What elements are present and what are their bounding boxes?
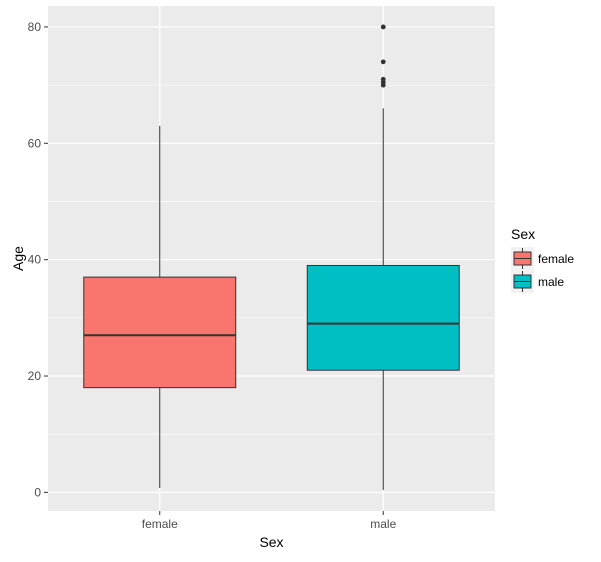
x-tick-label: male [370, 517, 396, 531]
y-tick-label: 80 [28, 20, 42, 34]
plot-panel [48, 6, 495, 511]
x-axis-title: Sex [259, 534, 283, 550]
legend-label: male [538, 275, 564, 289]
x-axis-ticks: female male [142, 511, 397, 531]
y-axis-ticks: 0 20 40 60 80 [28, 20, 48, 499]
outlier-point [380, 76, 386, 82]
y-tick-label: 60 [28, 136, 42, 150]
legend-item-female: female [511, 247, 574, 270]
x-tick-label: female [142, 517, 178, 531]
outlier-point [380, 59, 386, 65]
legend: Sex female male [511, 226, 574, 293]
box-male [306, 24, 460, 490]
y-tick-label: 20 [28, 369, 42, 383]
boxes [83, 24, 460, 490]
legend-item-male: male [511, 270, 564, 293]
y-axis-title: Age [10, 246, 26, 271]
y-tick-label: 0 [34, 485, 41, 499]
outlier-point [380, 24, 386, 30]
legend-items: female male [511, 247, 574, 293]
box-iqr [83, 276, 237, 389]
legend-label: female [538, 252, 574, 266]
box-female [83, 125, 237, 489]
legend-title: Sex [511, 226, 535, 242]
y-tick-label: 40 [28, 253, 42, 267]
box-iqr [306, 264, 460, 371]
